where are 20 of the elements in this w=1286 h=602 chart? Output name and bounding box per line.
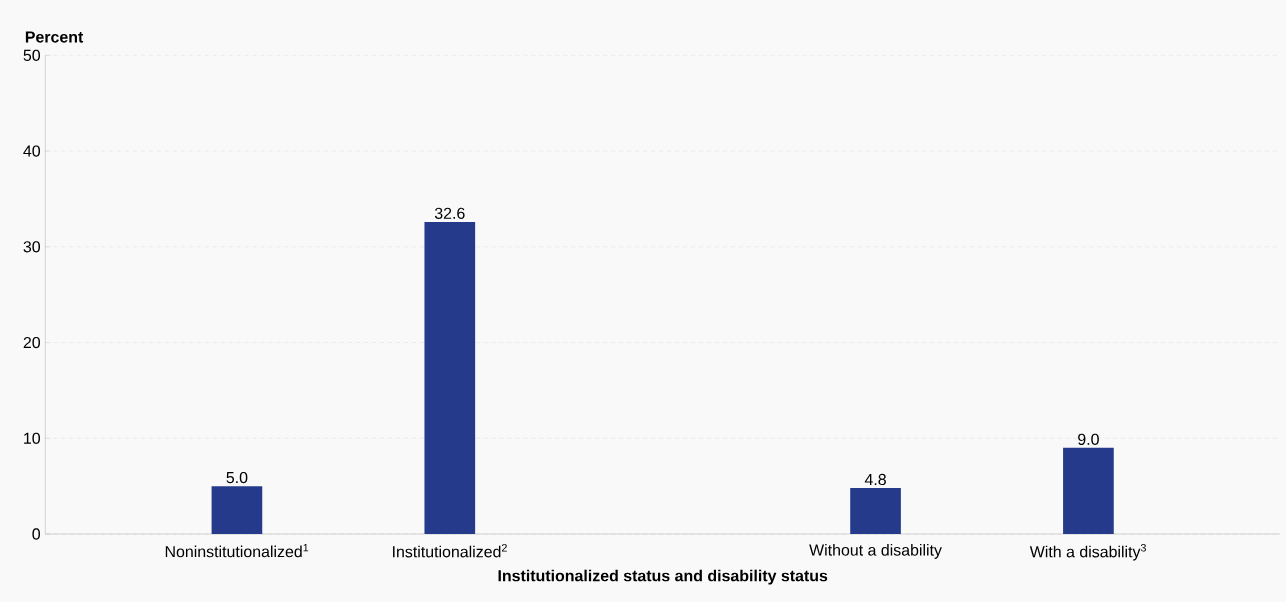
y-tick-label: 20 (23, 336, 41, 349)
bar (424, 221, 476, 534)
x-tick-label: Institutionalized$^{2}$ (393, 544, 507, 558)
bar (1063, 447, 1114, 534)
y-tick-label: 10 (24, 432, 41, 444)
x-tick-label: Noninstitutionalized$^{1}$ (165, 544, 309, 558)
y-tick-label: 0 (32, 528, 41, 540)
y-axis-title: Percent (25, 31, 84, 43)
bar (850, 488, 901, 534)
bar (211, 486, 263, 534)
y-tick-label: 40 (23, 145, 41, 157)
x-tick-label: Without a disability (809, 544, 942, 559)
y-tick-label: 30 (23, 241, 41, 253)
data-label: 9.0 (1078, 433, 1099, 445)
data-label: 5.0 (226, 471, 248, 484)
x-tick-label: With a disability$^{3}$ (1029, 544, 1146, 561)
data-label: 32.6 (434, 207, 465, 219)
x-axis-title: Institutionalized status and disability status (498, 569, 828, 585)
y-tick-label: 50 (23, 49, 41, 61)
data-label: 4.8 (864, 473, 886, 486)
